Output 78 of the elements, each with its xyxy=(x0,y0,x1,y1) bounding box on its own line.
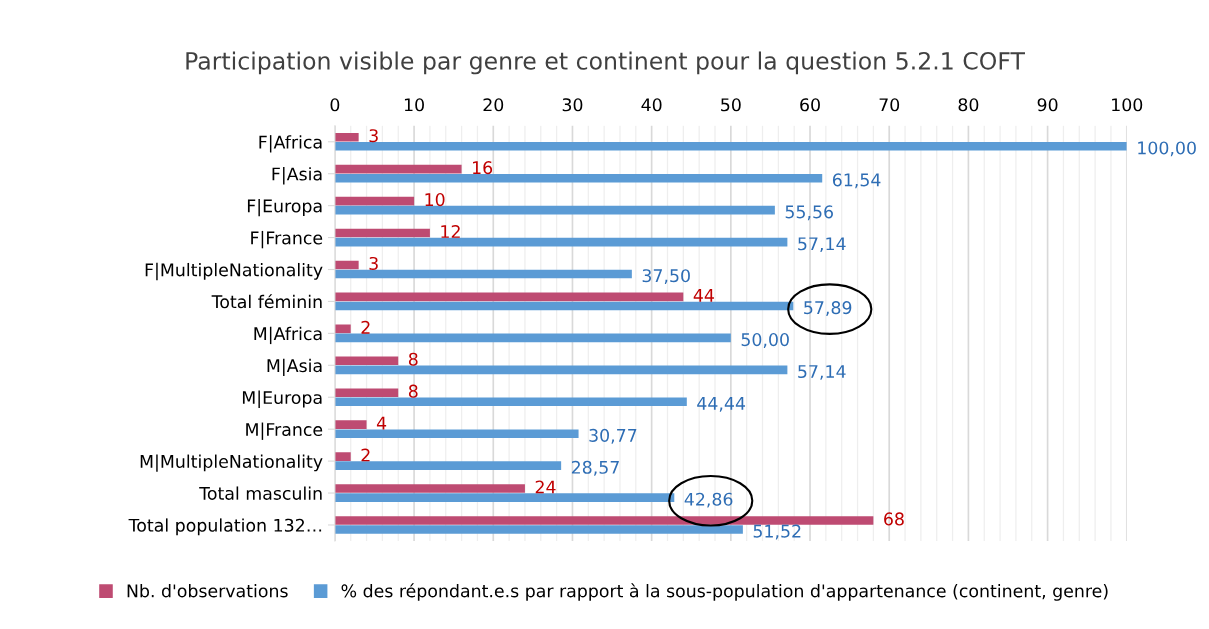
data-label: 3 xyxy=(369,129,378,143)
bar xyxy=(334,484,525,493)
bar xyxy=(334,301,794,311)
y-tick-label: Total féminin xyxy=(211,294,322,309)
x-tick-label: 90 xyxy=(1037,98,1058,112)
legend-label: Nb. d'observations xyxy=(127,583,288,598)
y-tick-label: M|Asia xyxy=(267,358,322,377)
data-label: 57,14 xyxy=(798,365,846,380)
chart-title: Participation visible par genre et continent pour la question 5.2.1 COFT xyxy=(186,51,1025,75)
data-label: 10 xyxy=(425,193,445,207)
y-tick-label: F|Asia xyxy=(272,167,322,185)
y-tick-label: F|Europa xyxy=(247,199,322,217)
bar xyxy=(334,260,359,270)
y-tick-label: F|MultipleNationality xyxy=(145,262,323,281)
bar xyxy=(334,164,462,174)
data-label: 55,56 xyxy=(785,205,833,221)
data-label: 57,14 xyxy=(798,237,846,253)
bar xyxy=(334,196,415,206)
bar xyxy=(334,420,367,429)
bar xyxy=(334,461,562,470)
data-label: 4 xyxy=(376,416,387,430)
data-label: 61,54 xyxy=(832,173,881,189)
x-tick-label: 0 xyxy=(330,98,340,112)
x-tick-label: 30 xyxy=(562,98,583,112)
bar xyxy=(334,356,399,366)
bar xyxy=(334,228,430,238)
data-label: 44,44 xyxy=(697,397,746,412)
data-label: 37,50 xyxy=(642,269,690,285)
bar xyxy=(334,173,823,183)
data-label: 50,00 xyxy=(741,333,789,348)
data-label: 8 xyxy=(408,384,418,398)
bar xyxy=(334,141,1127,151)
x-tick-label: 10 xyxy=(404,98,424,112)
y-tick-label: M|France xyxy=(246,422,323,440)
x-tick-label: 60 xyxy=(800,98,820,112)
annotation: 42,86 xyxy=(684,492,733,508)
annotation: 57,89 xyxy=(804,301,852,316)
x-tick-label: 70 xyxy=(879,98,900,112)
bar xyxy=(334,388,399,398)
y-tick-label: Total population 132… xyxy=(128,518,322,536)
data-label: 68 xyxy=(884,512,904,526)
y-tick-label: M|MultipleNationality xyxy=(140,454,323,472)
bar xyxy=(334,269,632,279)
data-label: 2 xyxy=(361,320,370,334)
data-label: 51,52 xyxy=(753,524,801,540)
bar xyxy=(334,452,351,461)
y-tick-label: M|Europa xyxy=(242,390,322,408)
bar xyxy=(334,237,788,247)
data-label: 30,77 xyxy=(589,428,637,444)
bar xyxy=(334,493,675,502)
bar xyxy=(334,516,874,525)
data-label: 16 xyxy=(473,161,493,175)
y-tick-label: Total masculin xyxy=(199,486,322,500)
data-label: 28,57 xyxy=(571,460,619,476)
x-tick-label: 80 xyxy=(958,98,979,112)
x-tick-label: 20 xyxy=(483,98,504,112)
bar xyxy=(334,205,775,215)
bar xyxy=(334,292,684,302)
data-label: 12 xyxy=(441,224,460,238)
data-label: 44 xyxy=(693,289,714,302)
x-tick-label: 50 xyxy=(721,98,741,112)
x-tick-label: 40 xyxy=(641,98,662,112)
data-label: 100,00 xyxy=(1138,141,1196,157)
data-label: 3 xyxy=(369,256,378,271)
y-tick-label: F|Africa xyxy=(259,135,322,153)
data-label: 24 xyxy=(535,480,556,494)
data-label: 8 xyxy=(408,352,418,366)
bar xyxy=(334,525,743,534)
y-tick-label: M|Africa xyxy=(254,326,322,345)
x-tick-label: 100 xyxy=(1112,98,1143,112)
bar xyxy=(334,365,788,375)
bar xyxy=(334,132,359,142)
bar xyxy=(334,429,579,439)
data-label: 2 xyxy=(361,448,370,462)
legend-label: % des répondant.e.s par rapport à la sous-population d'appartenance (continent, genre) xyxy=(341,583,1108,601)
bar xyxy=(334,333,731,343)
bar xyxy=(334,397,687,407)
y-tick-label: F|France xyxy=(251,230,323,249)
